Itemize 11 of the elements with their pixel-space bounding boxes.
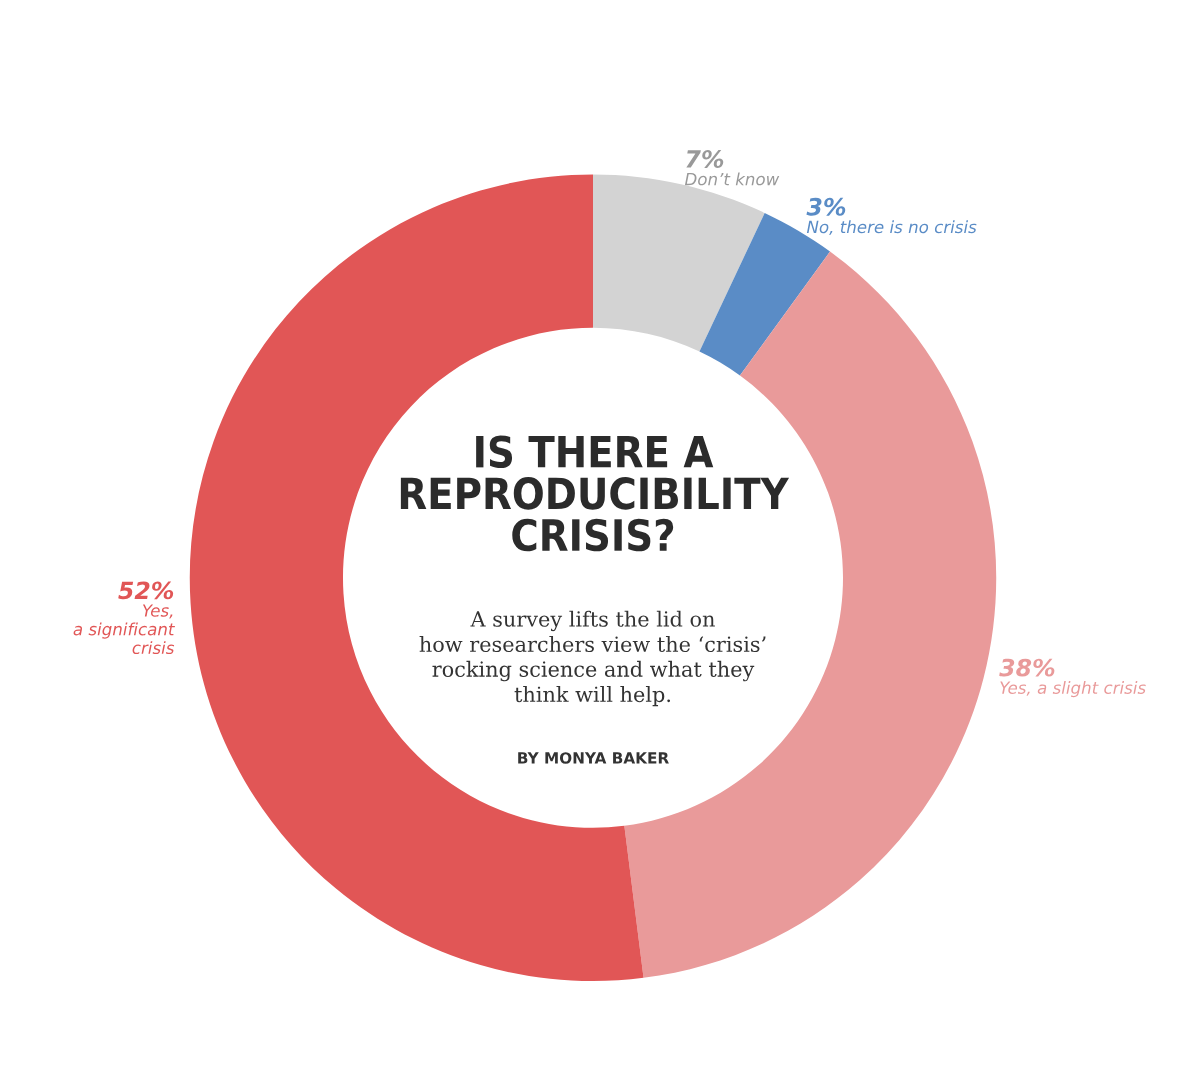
slice-label: Yes, a slight crisis — [1000, 681, 1146, 698]
text: A survey lifts the lid on how researchers view the ‘crisis’ rocking science and what they think will help. — [419, 610, 766, 707]
slice-label: Don’t know — [684, 172, 780, 186]
slice-label: Yes, a significant crisis — [73, 604, 175, 655]
slice-label: No, there is no crisis — [806, 220, 977, 235]
text: BY MONYA BAKER — [518, 752, 669, 764]
data-label: 7% — [686, 150, 724, 168]
data-label: 52% — [118, 581, 174, 600]
text: IS THERE A REPRODUCIBILITY CRISIS? — [400, 435, 790, 552]
data-label: 3% — [806, 197, 846, 216]
data-label: 38% — [999, 658, 1055, 677]
